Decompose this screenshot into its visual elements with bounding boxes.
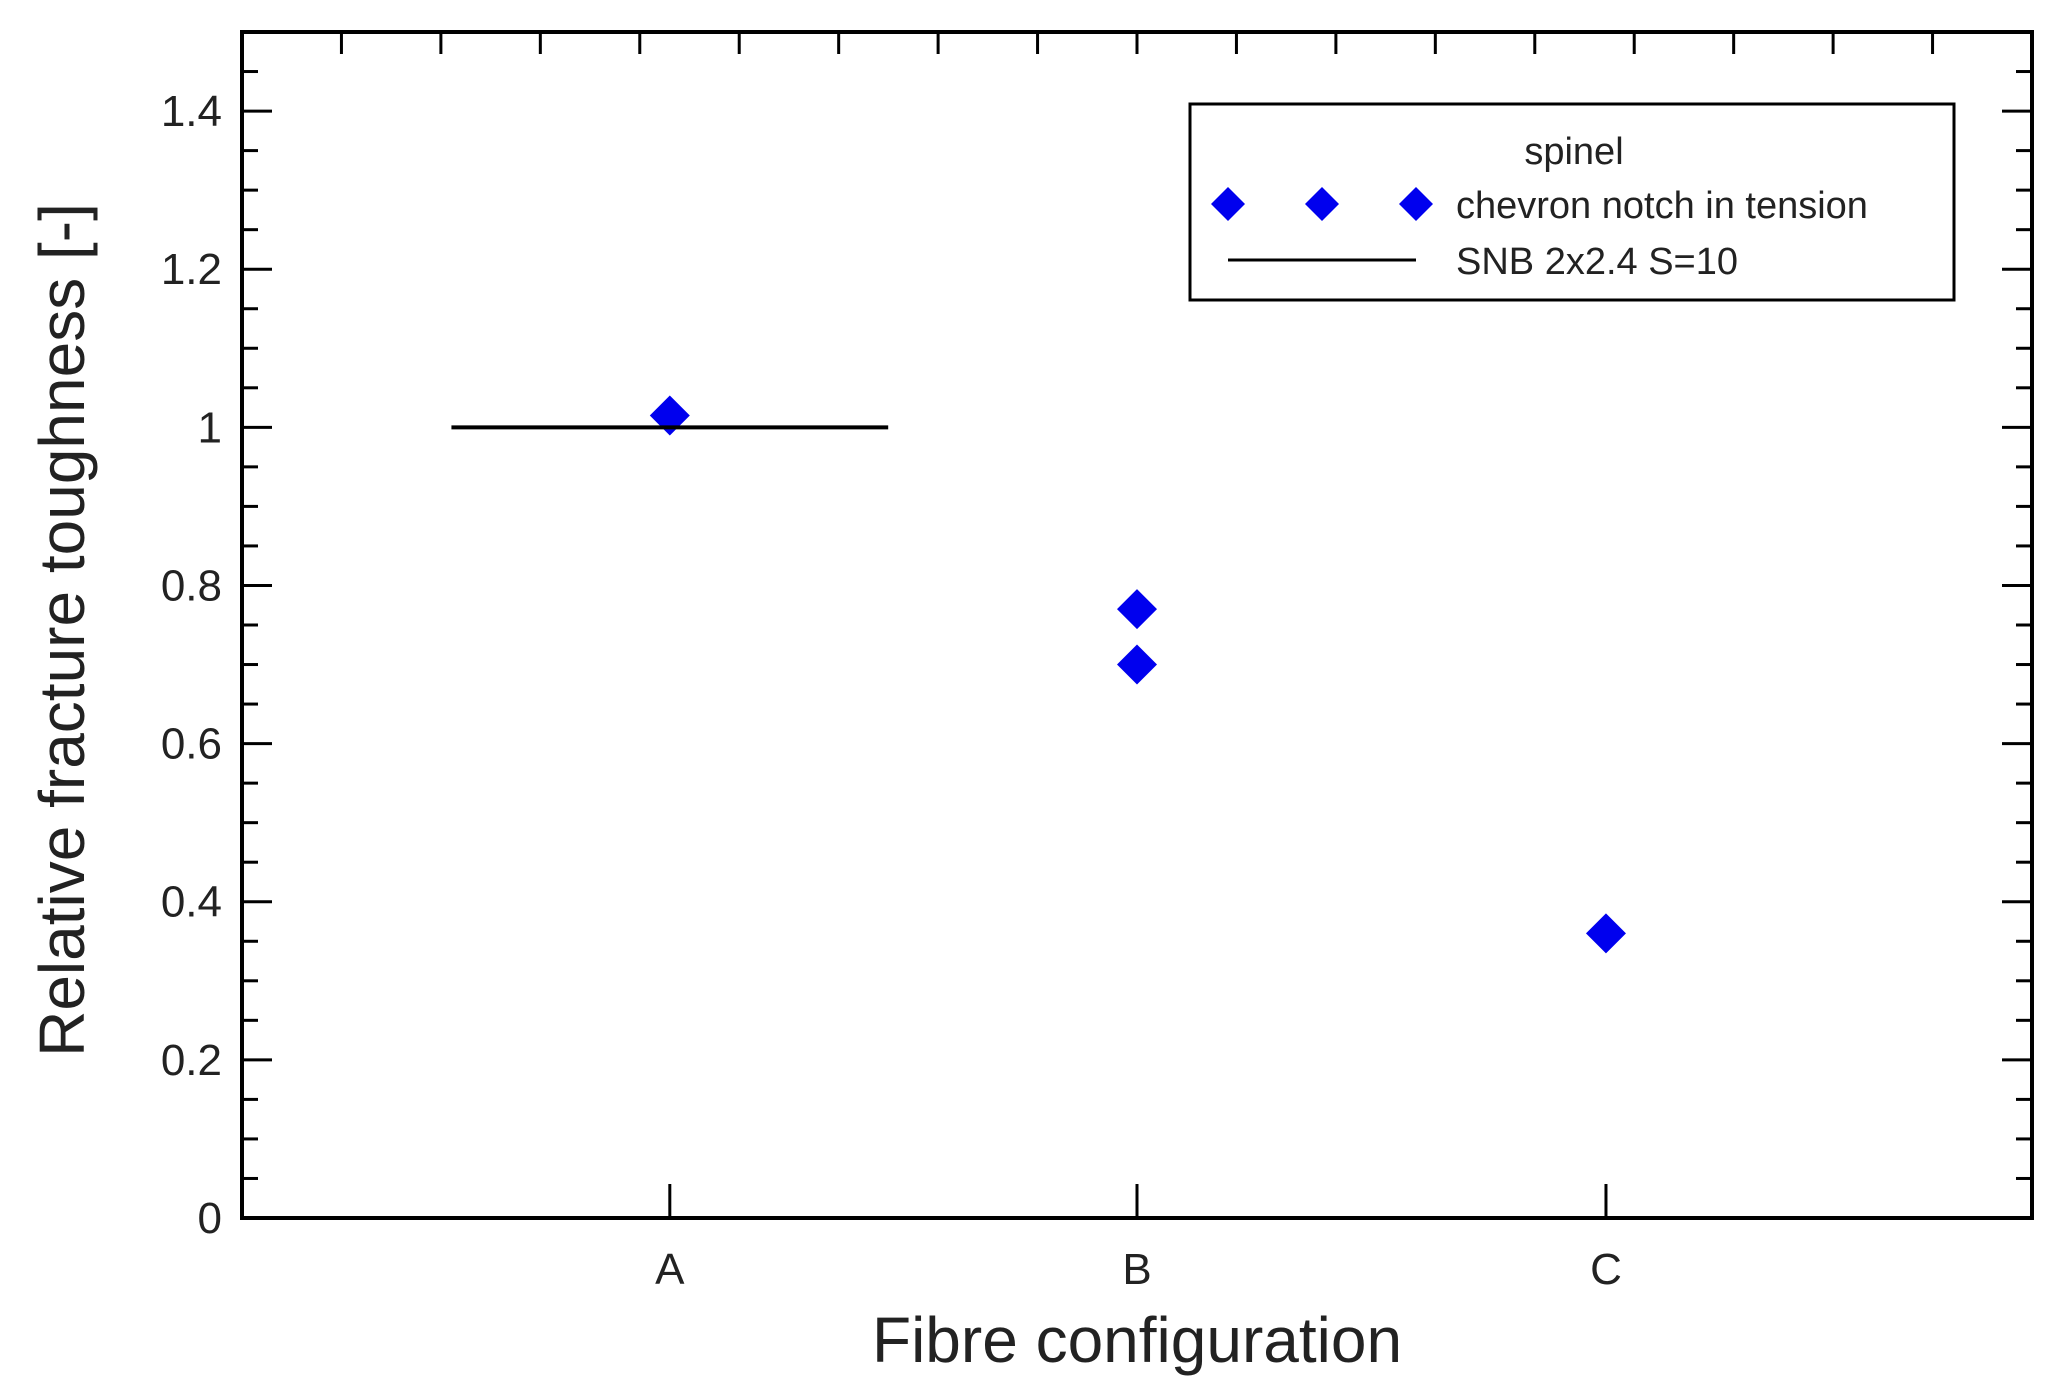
y-axis-title: Relative fracture toughness [-] — [26, 203, 98, 1057]
x-tick-label: C — [1590, 1245, 1622, 1294]
y-tick-label: 0.6 — [161, 720, 222, 769]
data-point-diamond — [1117, 644, 1157, 685]
y-tick-label: 1 — [198, 403, 222, 452]
y-tick-label: 0 — [198, 1194, 222, 1243]
y-tick-label: 0.8 — [161, 561, 222, 610]
legend-marker-diamond — [1399, 187, 1433, 221]
data-point-diamond — [1585, 913, 1626, 954]
data-point-diamond — [649, 395, 690, 436]
data-layer — [451, 395, 1626, 954]
y-tick-labels: 0 0.2 0.4 0.6 0.8 1 1.2 1.4 — [161, 87, 222, 1243]
y-tick-label: 1.4 — [161, 87, 222, 136]
legend-marker-diamond — [1305, 187, 1339, 221]
y-tick-label: 0.2 — [161, 1036, 222, 1085]
data-point-diamond — [1117, 589, 1157, 630]
legend-title: spinel — [1524, 131, 1623, 173]
legend-label-snb: SNB 2x2.4 S=10 — [1456, 241, 1738, 283]
legend-label-chevron: chevron notch in tension — [1456, 185, 1868, 227]
legend-marker-diamond — [1211, 187, 1245, 221]
plot-area — [240, 30, 2034, 1220]
legend-marker-group — [1211, 187, 1433, 221]
x-tick-label: A — [655, 1245, 685, 1294]
x-tick-label: B — [1122, 1245, 1151, 1294]
x-tick-labels: A B C — [655, 1245, 1622, 1294]
x-axis-title: Fibre configuration — [872, 1304, 1402, 1376]
y-tick-label: 1.2 — [161, 245, 222, 294]
legend: spinel chevron notch in tension SNB 2x2.… — [1188, 102, 1956, 302]
y-tick-label: 0.4 — [161, 878, 222, 927]
